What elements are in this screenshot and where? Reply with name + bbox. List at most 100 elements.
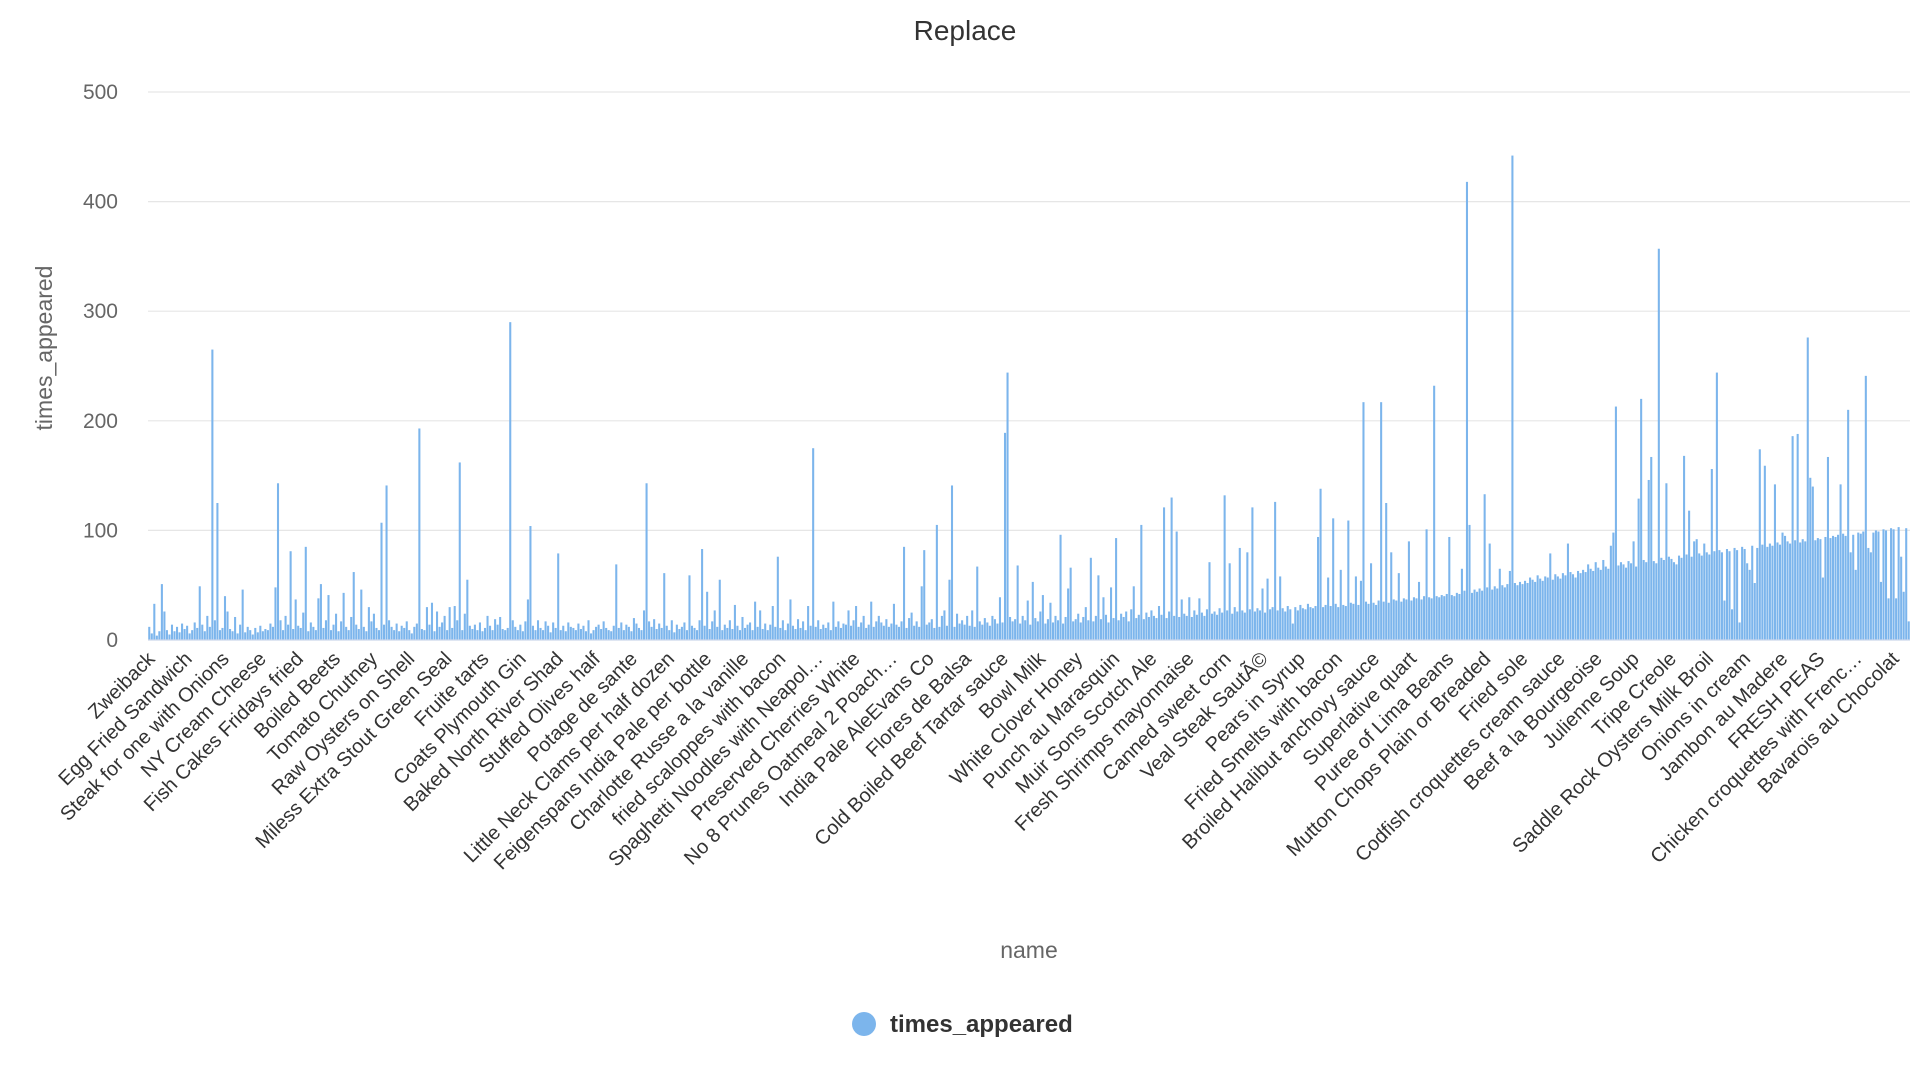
bar[interactable]	[1233, 607, 1236, 640]
bar[interactable]	[1599, 569, 1602, 640]
bar[interactable]	[1521, 584, 1524, 640]
bar[interactable]	[451, 627, 454, 640]
bar[interactable]	[961, 620, 964, 640]
bar[interactable]	[1844, 535, 1847, 640]
bar[interactable]	[1602, 559, 1605, 640]
bar[interactable]	[847, 610, 850, 640]
bar[interactable]	[322, 627, 325, 640]
bar[interactable]	[183, 629, 186, 640]
bar[interactable]	[1168, 611, 1171, 641]
bar[interactable]	[1069, 567, 1072, 640]
bar[interactable]	[1814, 540, 1817, 640]
bar[interactable]	[494, 619, 497, 640]
bar[interactable]	[713, 610, 716, 640]
bar[interactable]	[1665, 483, 1668, 640]
bar[interactable]	[1155, 618, 1158, 640]
bar[interactable]	[284, 615, 287, 640]
bar[interactable]	[595, 626, 598, 640]
bar[interactable]	[486, 615, 489, 640]
bar[interactable]	[1493, 586, 1496, 640]
bar[interactable]	[900, 621, 903, 640]
bar[interactable]	[913, 625, 916, 640]
bar[interactable]	[1417, 581, 1421, 640]
bar[interactable]	[1352, 603, 1355, 640]
bar[interactable]	[1099, 619, 1102, 640]
bar[interactable]	[1281, 608, 1284, 640]
bar[interactable]	[1895, 598, 1898, 640]
bar[interactable]	[398, 631, 401, 640]
bar[interactable]	[834, 626, 837, 640]
bar[interactable]	[1738, 622, 1741, 640]
bar[interactable]	[271, 626, 274, 640]
bar[interactable]	[865, 627, 868, 640]
bar[interactable]	[1574, 577, 1577, 640]
bar[interactable]	[827, 622, 830, 640]
bar[interactable]	[1539, 578, 1542, 640]
bar[interactable]	[514, 626, 517, 640]
bar[interactable]	[1741, 546, 1744, 640]
bar[interactable]	[880, 622, 883, 640]
bar[interactable]	[309, 622, 312, 640]
bar[interactable]	[781, 620, 784, 640]
bar[interactable]	[622, 630, 625, 640]
bar[interactable]	[329, 630, 333, 640]
bar[interactable]	[1364, 601, 1368, 640]
bar[interactable]	[1412, 597, 1415, 640]
bar[interactable]	[208, 626, 211, 640]
bar[interactable]	[726, 627, 729, 640]
bar[interactable]	[403, 627, 406, 640]
bar[interactable]	[1402, 598, 1405, 640]
bar[interactable]	[367, 607, 370, 640]
bar[interactable]	[1208, 562, 1211, 640]
bar[interactable]	[1478, 588, 1481, 640]
bar[interactable]	[1122, 616, 1125, 640]
bar[interactable]	[536, 620, 540, 640]
bar[interactable]	[176, 626, 179, 640]
bar[interactable]	[1660, 557, 1663, 640]
bar[interactable]	[948, 579, 951, 640]
bar[interactable]	[1498, 568, 1501, 640]
bar[interactable]	[1688, 510, 1691, 640]
bar[interactable]	[589, 633, 593, 640]
bar[interactable]	[1344, 606, 1347, 640]
bar[interactable]	[1806, 337, 1809, 641]
bar[interactable]	[1872, 532, 1875, 640]
bar[interactable]	[266, 630, 269, 640]
bar[interactable]	[375, 627, 378, 640]
bar[interactable]	[877, 615, 880, 640]
bar[interactable]	[1700, 555, 1703, 640]
bar[interactable]	[1622, 564, 1625, 640]
bar[interactable]	[1786, 541, 1789, 640]
bar[interactable]	[231, 631, 234, 640]
bar[interactable]	[420, 629, 423, 640]
bar[interactable]	[1524, 580, 1527, 640]
bar[interactable]	[1849, 552, 1852, 640]
bar[interactable]	[499, 616, 502, 640]
bar[interactable]	[304, 546, 307, 640]
bar[interactable]	[862, 615, 865, 640]
bar[interactable]	[796, 619, 800, 640]
bar[interactable]	[759, 610, 762, 640]
bar[interactable]	[478, 622, 481, 640]
bar[interactable]	[1720, 552, 1723, 640]
bar[interactable]	[1559, 578, 1562, 640]
bar[interactable]	[531, 625, 534, 640]
bar[interactable]	[569, 626, 572, 640]
bar[interactable]	[602, 621, 605, 640]
bar[interactable]	[920, 586, 923, 640]
bar[interactable]	[357, 629, 360, 640]
bar[interactable]	[1170, 497, 1173, 640]
bar[interactable]	[418, 428, 421, 640]
bar[interactable]	[620, 622, 623, 640]
bar[interactable]	[1680, 557, 1683, 640]
bar[interactable]	[1115, 538, 1118, 640]
bar[interactable]	[405, 621, 408, 640]
bar[interactable]	[983, 618, 986, 640]
bar[interactable]	[317, 598, 320, 640]
bar[interactable]	[246, 626, 249, 640]
bar[interactable]	[155, 635, 158, 640]
bar[interactable]	[756, 626, 759, 640]
bar[interactable]	[251, 634, 254, 640]
legend[interactable]: times_appeared	[852, 1011, 1073, 1038]
bar[interactable]	[645, 483, 648, 640]
